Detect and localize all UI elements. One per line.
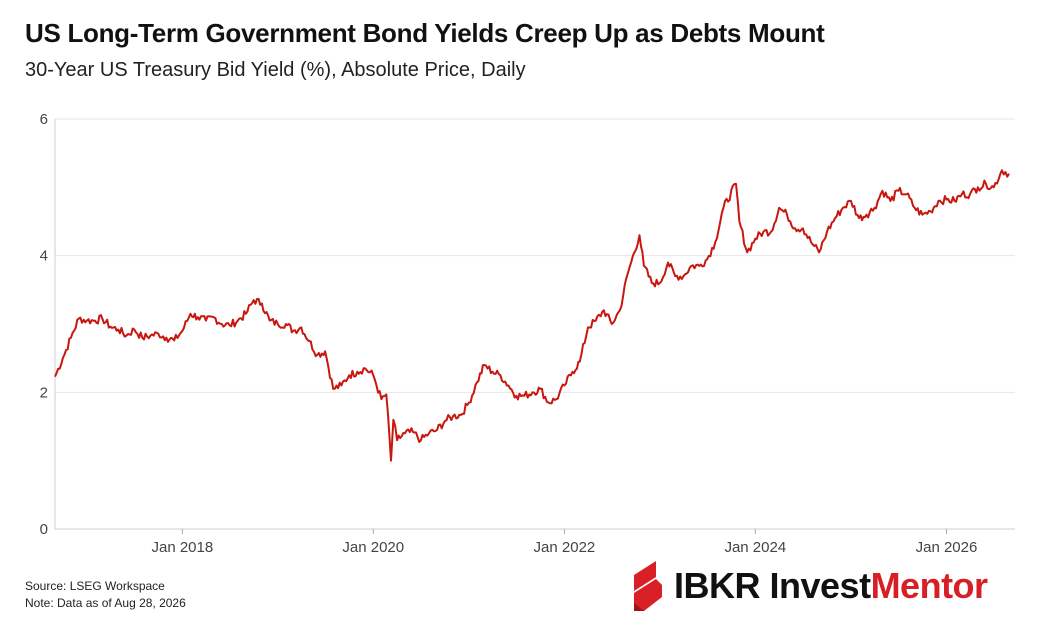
x-tick-label: Jan 2020 xyxy=(342,539,404,556)
x-tick-label: Jan 2018 xyxy=(151,539,213,556)
y-tick-label: 0 xyxy=(40,521,48,538)
x-axis: Jan 2018 Jan 2020 Jan 2022 Jan 2024 Jan 2026 xyxy=(55,528,1015,556)
chart-subtitle: 30-Year US Treasury Bid Yield (%), Absol… xyxy=(25,59,526,81)
y-axis: 0 2 4 6 xyxy=(40,111,56,538)
x-tick-label: Jan 2022 xyxy=(534,539,596,556)
y-tick-label: 4 xyxy=(40,248,48,265)
y-tick-label: 2 xyxy=(40,384,48,401)
x-tick-label: Jan 2026 xyxy=(916,539,978,556)
plot-area xyxy=(54,169,1010,462)
brand-invest: Invest xyxy=(769,565,872,606)
brand-mentor: Mentor xyxy=(870,565,989,606)
brand-wordmark: IBKR InvestMentor xyxy=(674,565,988,607)
ibkr-logo-icon xyxy=(634,561,662,611)
y-tick-label: 6 xyxy=(40,111,48,128)
source-note: Source: LSEG Workspace xyxy=(25,579,165,593)
chart-title: US Long-Term Government Bond Yields Cree… xyxy=(25,18,825,48)
brand-logo: IBKR InvestMentor xyxy=(632,558,988,614)
chart-footer: Source: LSEG Workspace Note: Data as of … xyxy=(25,578,186,612)
gridlines xyxy=(55,118,1015,530)
yield-series-line xyxy=(54,169,1010,462)
data-note: Note: Data as of Aug 28, 2026 xyxy=(25,596,186,610)
x-tick-label: Jan 2024 xyxy=(724,539,786,556)
brand-ibkr: IBKR xyxy=(674,565,761,606)
